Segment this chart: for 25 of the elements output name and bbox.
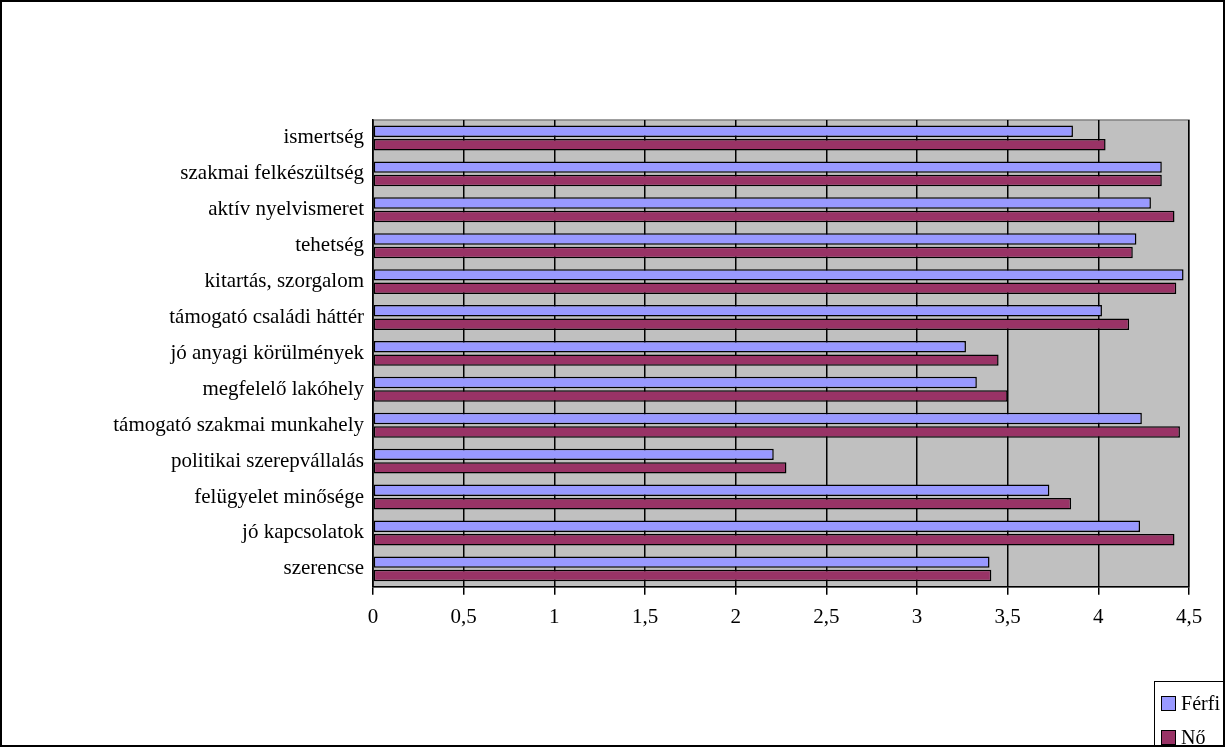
y-tick-label: jó kapcsolatok — [241, 519, 365, 544]
x-tick-label: 2 — [730, 603, 741, 628]
y-tick-label: kitartás, szorgalom — [204, 268, 364, 293]
x-tick-label: 1 — [549, 603, 560, 628]
y-tick-label: szakmai felkészültség — [180, 160, 365, 185]
x-tick-label: 2,5 — [813, 603, 840, 628]
y-tick-label: támogató szakmai munkahely — [113, 411, 365, 436]
y-tick-label: tehetség — [295, 232, 365, 257]
x-tick-label: 4,5 — [1175, 603, 1203, 628]
legend-label: Férfi — [1181, 691, 1220, 715]
x-tick-label: 4 — [1093, 603, 1105, 628]
y-tick-label: megfelelő lakóhely — [202, 375, 365, 400]
x-tick-label: 3,5 — [994, 603, 1021, 628]
x-tick-label: 3 — [911, 603, 923, 628]
y-tick-label: jó anyagi körülmények — [169, 339, 365, 364]
y-tick-label: felügyelet minősége — [194, 483, 364, 508]
y-tick-label: szerencse — [283, 555, 364, 580]
x-tick-label: 1,5 — [631, 603, 659, 628]
x-tick-label: 0 — [367, 603, 379, 628]
y-tick-label: ismertség — [283, 124, 365, 149]
y-tick-label: támogató családi háttér — [169, 304, 364, 329]
y-tick-label: politikai szerepvállalás — [170, 447, 364, 472]
x-tick-label: 0,5 — [450, 603, 477, 628]
legend-label: Nő — [1181, 725, 1206, 747]
y-tick-label: aktív nyelvismeret — [208, 196, 365, 221]
